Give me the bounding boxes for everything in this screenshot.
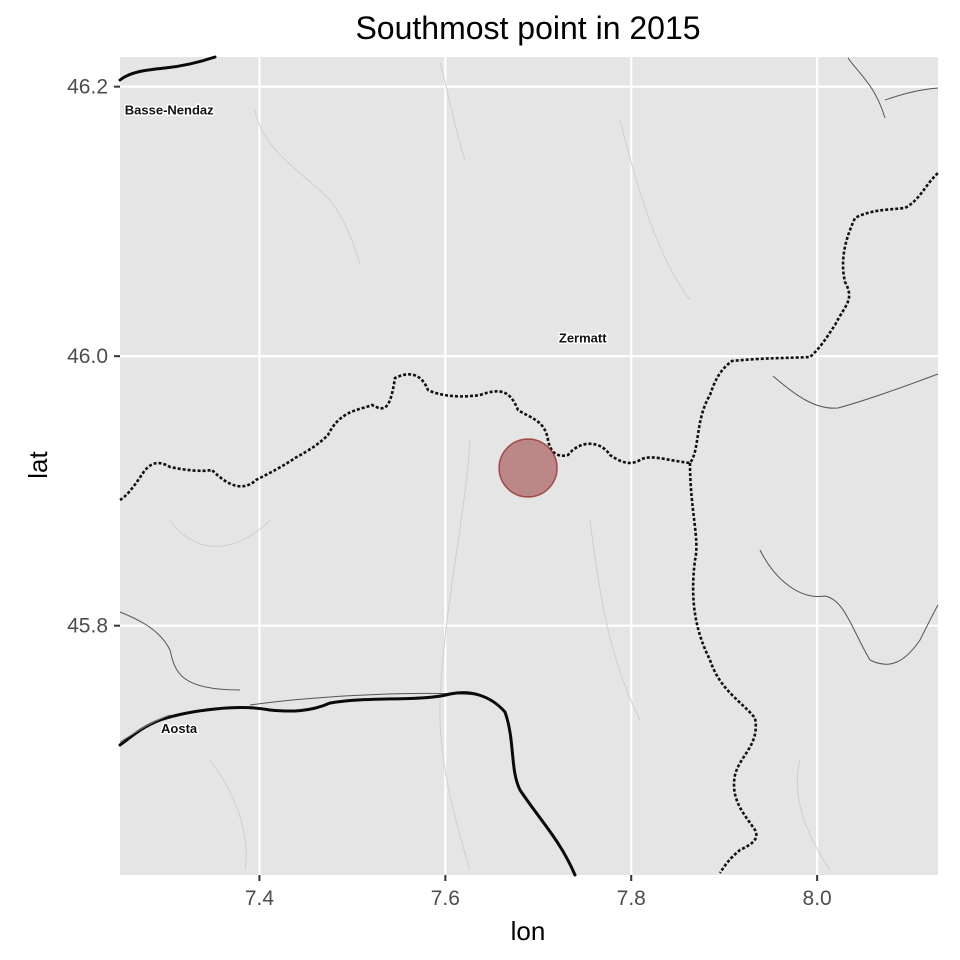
x-tick-label: 8.0 — [803, 887, 832, 910]
x-tick-label: 7.6 — [431, 887, 460, 910]
place-label: Aosta — [161, 721, 198, 736]
major-road — [118, 55, 577, 877]
x-axis: 7.4 7.6 7.8 8.0 — [245, 875, 832, 910]
shoreline — [119, 714, 171, 743]
country-border — [119, 172, 939, 874]
southmost-point-marker — [498, 438, 558, 498]
data-points — [498, 438, 558, 498]
place-labels: Basse-Nendaz Zermatt Aosta — [123, 101, 608, 738]
y-axis-title: lat — [23, 450, 53, 478]
place-label: Basse-Nendaz — [125, 103, 214, 118]
y-tick-label: 46.0 — [67, 345, 108, 368]
y-axis: 45.8 46.0 46.2 — [67, 76, 120, 638]
x-tick-label: 7.8 — [617, 887, 646, 910]
place-label: Zermatt — [559, 330, 607, 345]
x-axis-title: lon — [511, 916, 546, 946]
map-features — [118, 55, 939, 877]
x-tick-label: 7.4 — [245, 887, 275, 910]
y-tick-label: 46.2 — [67, 76, 108, 99]
y-tick-label: 45.8 — [67, 615, 108, 638]
terrain-lines — [169, 61, 831, 871]
plot-title: Southmost point in 2015 — [355, 10, 700, 46]
